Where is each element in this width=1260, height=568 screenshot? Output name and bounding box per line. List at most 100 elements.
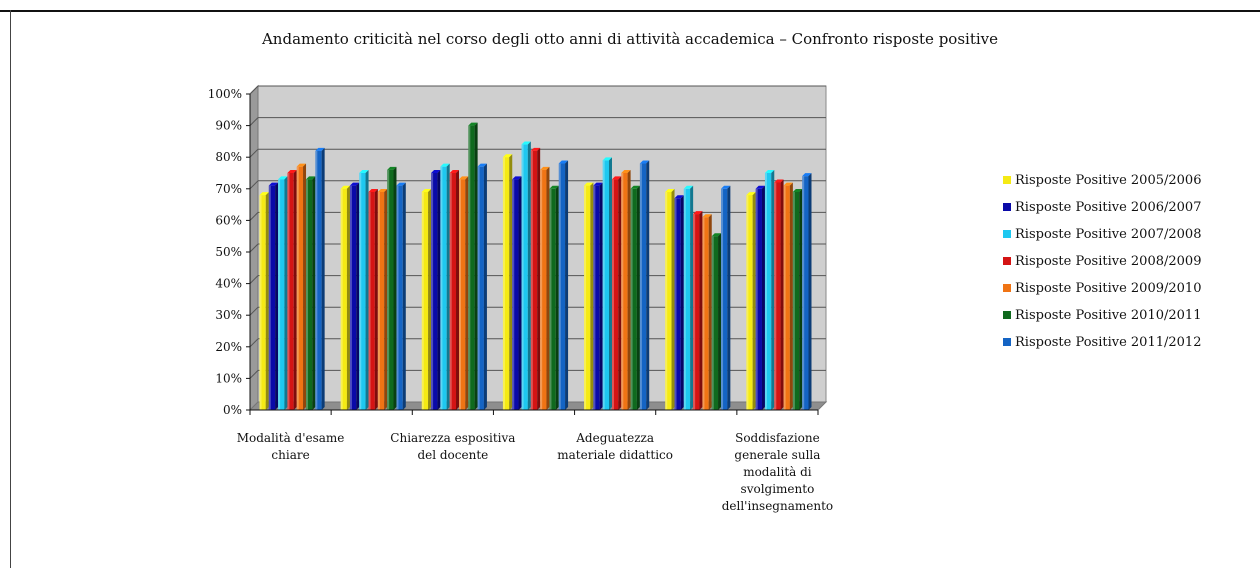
bar <box>630 185 640 410</box>
bar <box>783 182 793 410</box>
bar <box>746 192 756 410</box>
bar-side <box>393 166 397 410</box>
bar-front <box>792 191 800 410</box>
bar-side <box>474 122 478 410</box>
bar-top <box>593 182 603 186</box>
bar-top <box>783 182 793 186</box>
bar-side <box>537 147 541 410</box>
bar-highlight <box>512 179 515 410</box>
bar <box>387 166 397 410</box>
bar-highlight <box>674 198 677 410</box>
bar-top <box>287 170 297 173</box>
bar-highlight <box>368 191 371 410</box>
bar-top <box>521 141 531 145</box>
bar-side <box>321 147 325 410</box>
bar-highlight <box>259 195 262 410</box>
gridline-side <box>249 338 259 348</box>
bar <box>611 176 622 410</box>
bar-front <box>549 188 556 410</box>
bar-side <box>509 154 513 410</box>
bar-top <box>377 188 388 192</box>
bar-front <box>502 157 510 410</box>
x-category-label: Soddisfazione <box>735 431 820 445</box>
bar-highlight <box>359 173 362 410</box>
legend-swatch <box>1003 176 1011 184</box>
bar <box>468 122 478 410</box>
bar-side <box>590 182 594 410</box>
bar-top <box>296 163 307 167</box>
legend-label: Risposte Positive 2011/2012 <box>1015 335 1201 350</box>
bar-highlight <box>477 166 480 410</box>
legend-label: Risposte Positive 2008/2009 <box>1015 254 1201 269</box>
bar-side <box>690 185 694 410</box>
bar-side <box>565 160 569 410</box>
bar <box>449 170 460 410</box>
bar-top <box>802 173 812 177</box>
x-category-label: svolgimento <box>741 482 815 496</box>
bar-top <box>368 188 378 192</box>
bar-front <box>693 214 700 410</box>
bar <box>792 188 803 410</box>
bar-highlight <box>421 191 424 410</box>
bar-highlight <box>755 188 758 410</box>
bar-front <box>306 179 313 410</box>
bar-side <box>761 185 765 410</box>
bar-side <box>799 188 803 410</box>
legend-label: Risposte Positive 2006/2007 <box>1015 200 1201 215</box>
bar-highlight <box>278 179 281 410</box>
bar-front <box>721 188 728 410</box>
bar-side <box>546 166 550 410</box>
bar-highlight <box>611 179 614 410</box>
bar-highlight <box>387 169 390 410</box>
gridline-side <box>249 85 259 95</box>
bar-highlight <box>521 144 524 410</box>
bar <box>440 163 450 410</box>
bar-top <box>396 182 406 186</box>
bar-front <box>421 191 429 410</box>
bar-front <box>621 173 628 410</box>
legend-swatch <box>1003 284 1011 292</box>
bar <box>477 163 487 410</box>
bar <box>296 163 307 410</box>
y-tick-label: 0% <box>223 403 242 417</box>
bar-top <box>349 182 360 186</box>
bar-top <box>440 163 450 167</box>
bar <box>549 185 559 410</box>
gridline-side <box>249 306 259 316</box>
bar-highlight <box>315 150 318 410</box>
bar-front <box>593 185 600 410</box>
bar-top <box>683 185 694 189</box>
bar-side <box>771 170 775 410</box>
y-tick-label: 30% <box>215 308 242 322</box>
bar-side <box>465 176 469 410</box>
gridline-side <box>249 180 259 190</box>
legend-swatch <box>1003 338 1011 346</box>
bar-highlight <box>530 150 533 410</box>
y-tick-label: 80% <box>215 150 242 164</box>
bar <box>512 176 522 410</box>
bar <box>396 182 406 410</box>
bar <box>278 176 288 410</box>
bar-front <box>315 150 322 410</box>
bar-highlight <box>683 188 686 410</box>
bar-top <box>746 192 756 196</box>
y-tick-label: 60% <box>215 213 242 227</box>
bar-front <box>512 179 519 410</box>
bar <box>349 182 360 410</box>
bar-top <box>774 179 784 183</box>
bar-top <box>512 176 522 180</box>
bar-side <box>428 188 432 410</box>
bar <box>268 182 279 410</box>
gridline-side <box>249 370 259 379</box>
bar-front <box>368 191 375 410</box>
bar <box>593 182 603 410</box>
bar-highlight <box>593 185 596 410</box>
bar-side <box>680 195 684 410</box>
bar-top <box>665 188 675 192</box>
bar <box>721 185 731 410</box>
bar-highlight <box>693 214 696 410</box>
bar-highlight <box>802 176 805 410</box>
bar-side <box>293 170 297 410</box>
bar-top <box>477 163 487 167</box>
